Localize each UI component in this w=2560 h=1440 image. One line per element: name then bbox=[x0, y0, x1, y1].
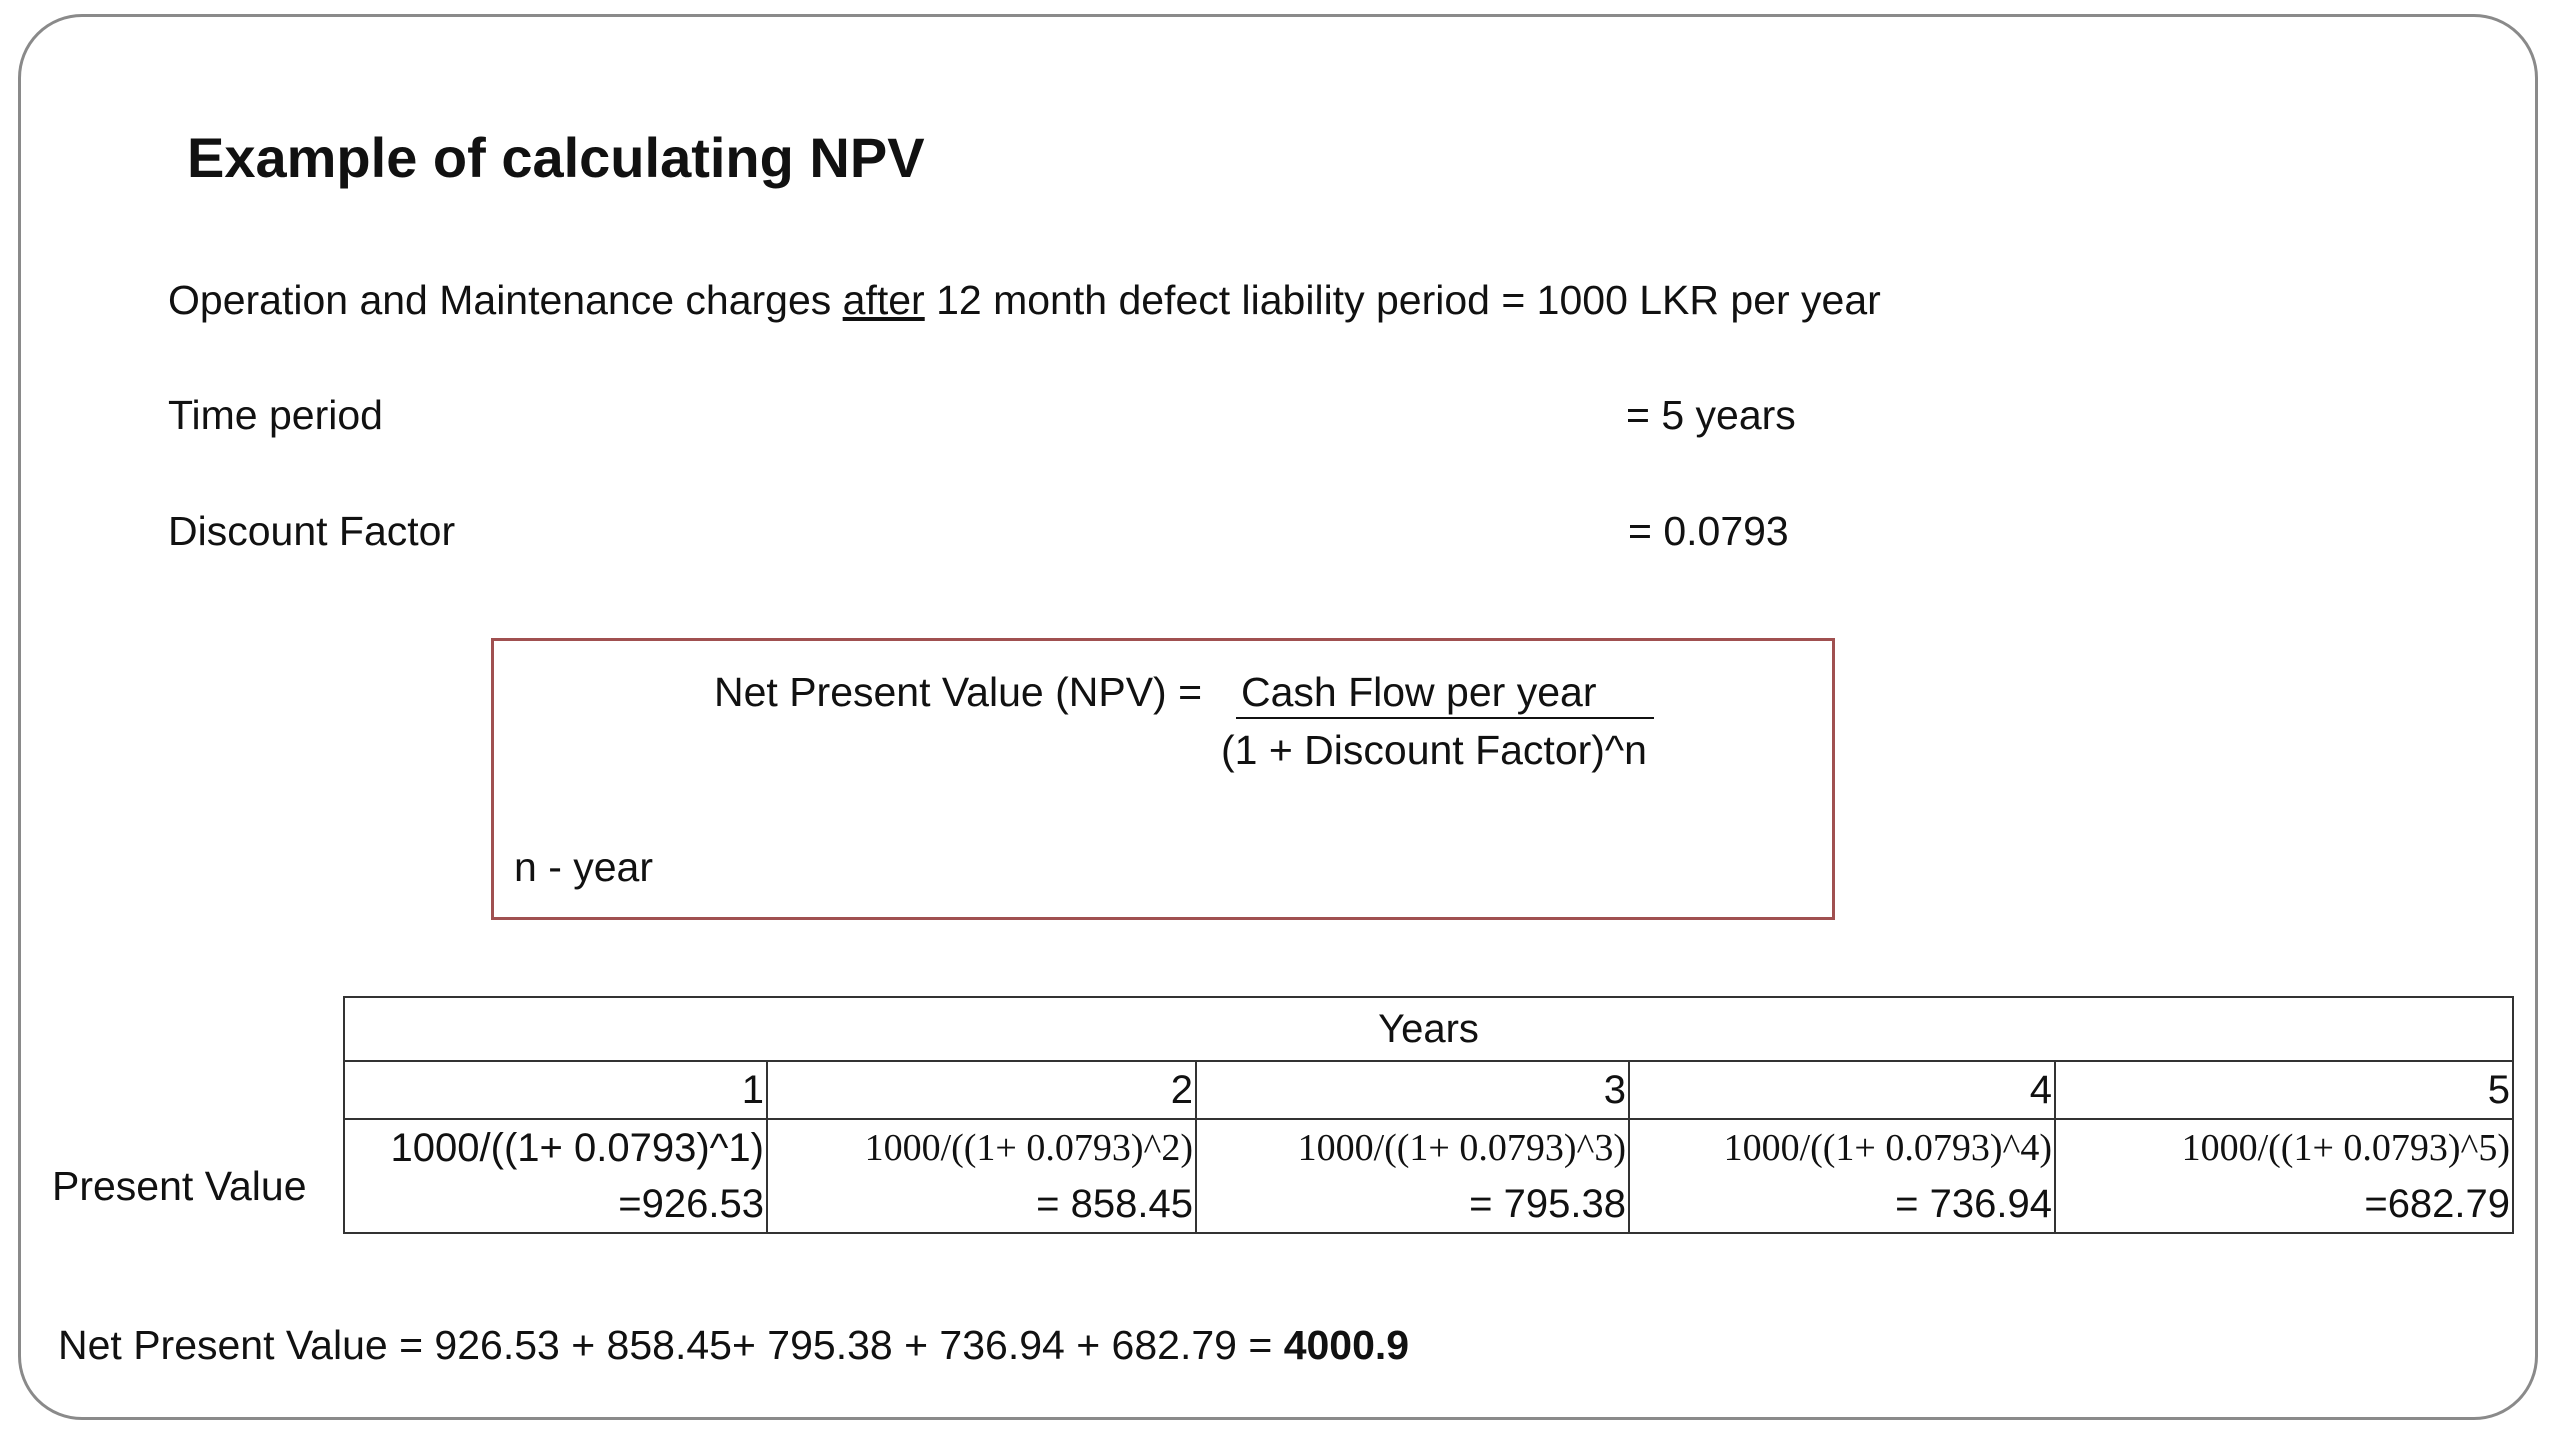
pv-result: = 858.45 bbox=[1036, 1182, 1193, 1226]
npv-total: 4000.9 bbox=[1283, 1322, 1410, 1368]
formula-denominator: (1 + Discount Factor)^n bbox=[1221, 727, 1647, 773]
pv-expression: 1000/((1+ 0.0793)^3) bbox=[1297, 1127, 1626, 1169]
pv-result: =926.53 bbox=[618, 1182, 764, 1226]
year-cell: 4 bbox=[1628, 1060, 2056, 1120]
pv-cell-year-5: 1000/((1+ 0.0793)^5) =682.79 bbox=[2053, 1118, 2515, 1234]
present-value-table: Years 1 2 3 4 5 1000/((1+ 0.0793)^1) =926… bbox=[342, 996, 2515, 1234]
year-cell: 5 bbox=[2053, 1060, 2515, 1120]
present-value-row: 1000/((1+ 0.0793)^1) =926.53 1000/((1+ 0.… bbox=[343, 1118, 2515, 1234]
npv-expression: Net Present Value = 926.53 + 858.45+ 795… bbox=[58, 1322, 1284, 1368]
om-charges-line: Operation and Maintenance charges after … bbox=[168, 277, 1881, 324]
pv-cell-year-4: 1000/((1+ 0.0793)^4) = 736.94 bbox=[1628, 1118, 2056, 1234]
discount-factor-value: = 0.0793 bbox=[1628, 508, 1789, 554]
formula-n-note: n - year bbox=[514, 844, 653, 890]
pv-expression: 1000/((1+ 0.0793)^2) bbox=[864, 1127, 1193, 1169]
pv-cell-year-2: 1000/((1+ 0.0793)^2) = 858.45 bbox=[766, 1118, 1197, 1234]
om-prefix: Operation and Maintenance charges bbox=[168, 277, 843, 323]
npv-summary-line: Net Present Value = 926.53 + 858.45+ 795… bbox=[58, 1322, 1409, 1369]
pv-result: =682.79 bbox=[2364, 1182, 2511, 1226]
pv-result: = 736.94 bbox=[1895, 1182, 2052, 1226]
pv-cell-year-1: 1000/((1+ 0.0793)^1) =926.53 bbox=[343, 1118, 768, 1234]
year-cell: 1 bbox=[343, 1060, 768, 1120]
year-cell: 2 bbox=[766, 1060, 1197, 1120]
pv-expression: 1000/((1+ 0.0793)^1) bbox=[390, 1126, 764, 1170]
pv-expression: 1000/((1+ 0.0793)^5) bbox=[2181, 1127, 2511, 1169]
discount-factor-label: Discount Factor bbox=[168, 508, 456, 554]
npv-formula-box: Net Present Value (NPV) = Cash Flow per … bbox=[491, 638, 1835, 920]
present-value-label: Present Value bbox=[52, 1163, 307, 1209]
pv-cell-year-3: 1000/((1+ 0.0793)^3) = 795.38 bbox=[1195, 1118, 1630, 1234]
time-period-label: Time period bbox=[168, 392, 383, 438]
pv-expression: 1000/((1+ 0.0793)^4) bbox=[1723, 1127, 2052, 1169]
years-header: Years bbox=[342, 996, 2515, 1062]
years-header-row: Years bbox=[342, 996, 2515, 1062]
fraction-line bbox=[1236, 717, 1654, 719]
om-underlined-word: after bbox=[842, 277, 925, 323]
year-cell: 3 bbox=[1195, 1060, 1630, 1120]
pv-result: = 795.38 bbox=[1469, 1182, 1626, 1226]
formula-label: Net Present Value (NPV) = bbox=[714, 669, 1203, 715]
formula-numerator: Cash Flow per year bbox=[1241, 669, 1597, 715]
om-suffix: 12 month defect liability period = 1000 … bbox=[924, 277, 1881, 323]
time-period-value: = 5 years bbox=[1626, 392, 1796, 438]
year-number-row: 1 2 3 4 5 bbox=[343, 1060, 2515, 1120]
slide-title: Example of calculating NPV bbox=[187, 126, 925, 189]
